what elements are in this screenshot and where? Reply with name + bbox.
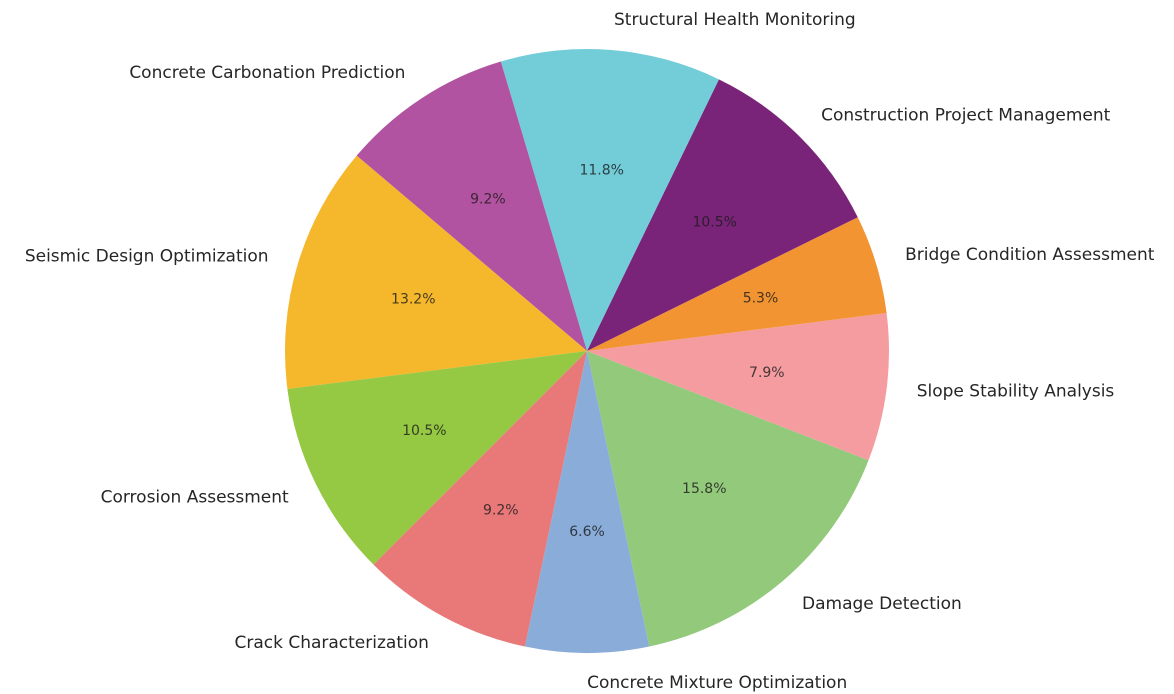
slice-label: Damage Detection — [802, 594, 962, 614]
pie-slice — [287, 351, 587, 565]
slice-label: Slope Stability Analysis — [917, 381, 1115, 401]
slice-label: Construction Project Management — [821, 105, 1111, 125]
slice-label: Corrosion Assessment — [101, 487, 289, 507]
slice-label: Crack Characterization — [234, 633, 428, 653]
percent-label: 15.8% — [682, 481, 726, 497]
pie-slice — [587, 217, 887, 351]
slice-label: Seismic Design Optimization — [25, 246, 269, 266]
pie-slice — [587, 351, 869, 647]
pie-slice — [500, 49, 719, 352]
pie-slice — [524, 351, 650, 653]
percent-label: 9.2% — [483, 502, 519, 518]
percent-label: 13.2% — [391, 291, 435, 307]
pie-slice — [356, 61, 587, 351]
percent-label: 10.5% — [402, 423, 446, 439]
percent-label: 7.9% — [749, 365, 785, 381]
pie-slice — [285, 155, 587, 389]
percent-label: 11.8% — [579, 162, 623, 178]
percent-label: 6.6% — [569, 524, 605, 540]
slice-label: Bridge Condition Assessment — [905, 245, 1155, 265]
slice-label: Concrete Carbonation Prediction — [129, 63, 405, 83]
pie-slice — [373, 351, 587, 647]
percent-label: 5.3% — [743, 291, 779, 307]
pie-slice — [587, 313, 890, 461]
percent-label: 10.5% — [692, 214, 736, 230]
pie-slice — [587, 79, 858, 351]
slice-label: Structural Health Monitoring — [614, 10, 856, 30]
slice-label: Concrete Mixture Optimization — [587, 673, 847, 693]
percent-label: 9.2% — [470, 191, 506, 207]
